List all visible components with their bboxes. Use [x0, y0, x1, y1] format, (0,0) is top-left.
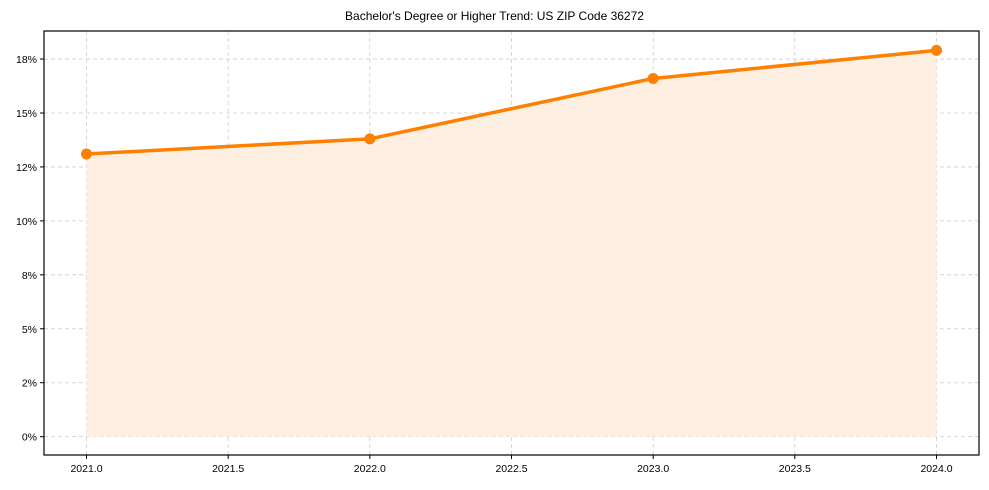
x-tick-label: 2023.5: [779, 463, 811, 475]
y-tick-label: 10%: [16, 216, 37, 228]
x-axis-ticks: 2021.0 2021.5 2022.0 2022.5 2023.0 2023.5 2024…: [70, 455, 953, 475]
data-point: [931, 44, 942, 56]
x-tick-label: 2021.5: [212, 463, 244, 475]
x-tick-label: 2022.0: [354, 463, 386, 475]
y-tick-label: 5%: [22, 324, 37, 336]
y-tick-label: 18%: [16, 54, 37, 66]
data-point: [81, 148, 92, 160]
area-fill: [86, 50, 937, 437]
x-tick-label: 2022.5: [495, 463, 527, 475]
x-tick-label: 2023.0: [637, 463, 669, 475]
data-points: [81, 44, 942, 160]
chart-title: Bachelor's Degree or Higher Trend: US ZI…: [345, 9, 644, 23]
y-tick-label: 2%: [22, 378, 37, 390]
y-tick-label: 0%: [22, 432, 37, 444]
data-line: [84, 48, 939, 156]
x-tick-label: 2024.0: [920, 463, 952, 475]
y-tick-label: 8%: [22, 270, 37, 282]
y-axis-ticks: 0% 2% 5% 8% 10% 12% 15% 18%: [16, 54, 44, 444]
y-tick-label: 12%: [16, 162, 37, 174]
y-tick-label: 15%: [16, 108, 37, 120]
data-point: [364, 133, 376, 145]
data-point: [647, 72, 659, 84]
x-tick-label: 2021.0: [70, 463, 102, 475]
